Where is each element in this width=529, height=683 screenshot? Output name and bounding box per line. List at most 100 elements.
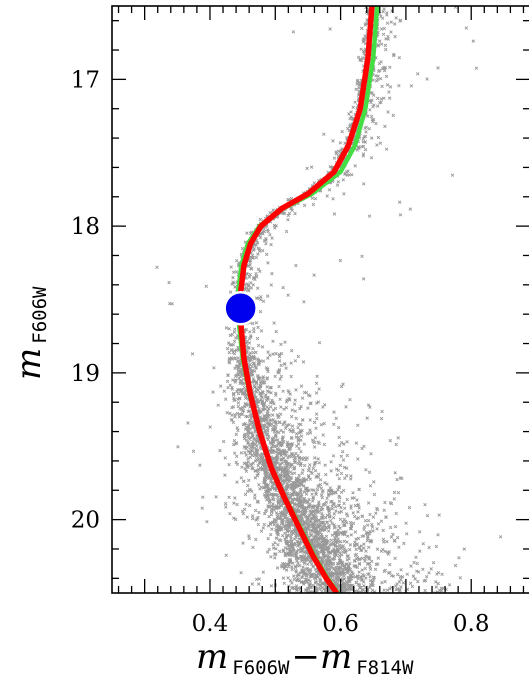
- star-point: [339, 384, 344, 389]
- star-point: [255, 336, 260, 341]
- star-point: [323, 481, 327, 485]
- star-point: [322, 442, 327, 447]
- star-point: [271, 208, 275, 212]
- star-point: [389, 535, 394, 539]
- star-point: [346, 569, 351, 573]
- star-point: [255, 286, 260, 290]
- star-point: [332, 156, 337, 160]
- star-point: [232, 516, 236, 520]
- star-point: [275, 566, 280, 570]
- star-point: [251, 248, 256, 252]
- star-point: [388, 525, 393, 530]
- star-point: [333, 505, 338, 509]
- star-point: [376, 74, 380, 78]
- star-point: [299, 499, 304, 504]
- star-point: [388, 501, 393, 505]
- star-point: [296, 586, 301, 590]
- star-point: [223, 397, 228, 401]
- star-point: [363, 518, 368, 523]
- star-point: [315, 374, 319, 379]
- star-point: [238, 412, 242, 417]
- star-point: [248, 272, 252, 277]
- star-point: [348, 574, 353, 578]
- star-point: [259, 467, 264, 471]
- star-point: [368, 567, 373, 572]
- star-point: [383, 579, 387, 584]
- star-point: [316, 400, 321, 404]
- star-point: [284, 470, 289, 475]
- star-point: [331, 557, 335, 561]
- star-point: [282, 407, 286, 411]
- star-point: [409, 564, 413, 568]
- star-point: [381, 528, 385, 533]
- star-point: [331, 197, 335, 201]
- star-point: [440, 572, 444, 577]
- star-point: [306, 468, 311, 473]
- star-point: [268, 405, 273, 409]
- star-point: [266, 536, 270, 541]
- star-point: [337, 524, 341, 528]
- star-point: [229, 348, 234, 352]
- star-point: [330, 521, 334, 526]
- star-point: [268, 385, 273, 390]
- star-point: [327, 508, 331, 513]
- star-point: [251, 440, 255, 444]
- star-point: [252, 357, 257, 361]
- star-point: [338, 463, 343, 468]
- star-point: [248, 334, 253, 338]
- star-point: [311, 538, 316, 543]
- star-point: [328, 558, 332, 563]
- star-point: [232, 438, 237, 443]
- star-point: [287, 211, 292, 216]
- star-point: [285, 465, 289, 469]
- star-point: [393, 584, 398, 588]
- star-point: [282, 456, 286, 460]
- star-point: [278, 462, 283, 466]
- star-point: [247, 437, 252, 442]
- star-point: [223, 456, 228, 460]
- star-point: [317, 503, 321, 508]
- star-point: [268, 532, 273, 537]
- star-point: [339, 546, 344, 551]
- star-point: [299, 404, 303, 409]
- star-point: [427, 545, 431, 550]
- star-point: [245, 414, 250, 419]
- star-point: [297, 496, 301, 501]
- star-point: [307, 527, 311, 532]
- star-point: [284, 568, 289, 572]
- star-point: [257, 482, 261, 487]
- star-point: [339, 454, 344, 459]
- star-point: [358, 58, 362, 62]
- star-point: [349, 504, 353, 508]
- star-point: [289, 348, 294, 353]
- star-point: [242, 381, 246, 385]
- star-point: [313, 534, 317, 539]
- star-point: [371, 93, 376, 97]
- star-point: [236, 388, 240, 392]
- star-point: [307, 513, 311, 518]
- star-point: [326, 529, 331, 533]
- star-point: [283, 508, 287, 512]
- star-point: [364, 554, 368, 558]
- star-point: [273, 552, 278, 556]
- star-point: [271, 352, 275, 356]
- star-point: [308, 531, 312, 536]
- star-point: [385, 83, 390, 87]
- star-point: [317, 538, 321, 542]
- star-point: [336, 149, 341, 154]
- star-point: [260, 248, 265, 253]
- star-point: [292, 537, 297, 541]
- star-point: [281, 435, 285, 439]
- star-point: [366, 545, 371, 550]
- star-point: [326, 539, 330, 543]
- star-point: [248, 351, 253, 355]
- star-point: [233, 327, 237, 331]
- star-point: [381, 537, 386, 542]
- star-point: [371, 578, 376, 582]
- star-point: [256, 458, 261, 462]
- star-point: [236, 401, 241, 405]
- star-point: [247, 275, 252, 279]
- star-point: [342, 539, 346, 544]
- star-point: [296, 425, 300, 430]
- star-point: [422, 579, 426, 583]
